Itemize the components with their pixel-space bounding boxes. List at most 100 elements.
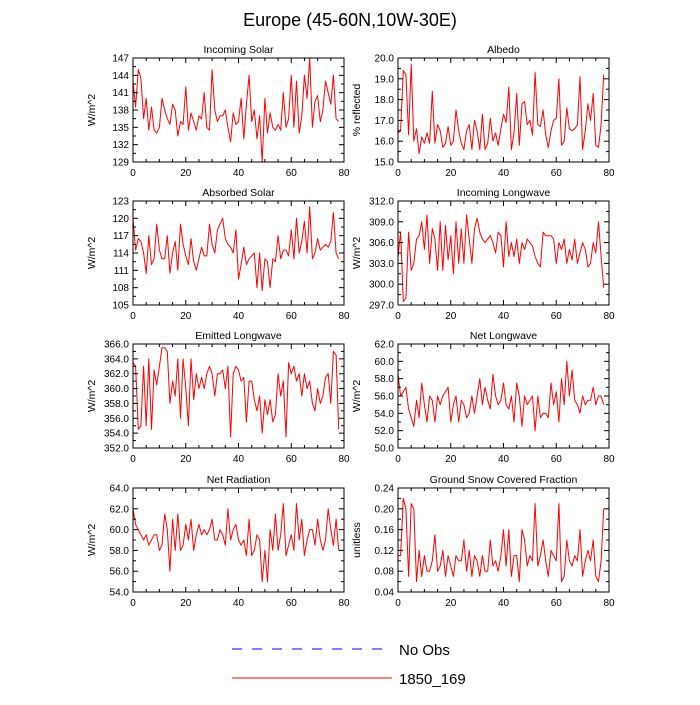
x-tick-label: 60 xyxy=(551,598,563,609)
x-tick-label: 80 xyxy=(338,311,350,322)
series-line-1850-169 xyxy=(397,360,605,432)
plot-frame xyxy=(397,57,610,163)
y-tick-label: 62.0 xyxy=(375,340,395,351)
y-tick-label: 56.0 xyxy=(110,567,130,578)
x-tick-label: 40 xyxy=(233,598,245,609)
y-tick-label: 58.0 xyxy=(375,374,395,385)
figure-title: Europe (45-60N,10W-30E) xyxy=(243,10,457,30)
y-tick-label: 58.0 xyxy=(110,546,130,557)
y-axis-label: W/m^2 xyxy=(86,524,98,557)
panel-incoming-solar: Incoming Solar 129 132 135 138 141 144 147 0 20 40… xyxy=(86,44,350,179)
y-axis-label: W/m^2 xyxy=(351,380,363,413)
x-tick-label: 0 xyxy=(395,598,401,609)
x-tick-label: 0 xyxy=(395,311,401,322)
panel-albedo: Albedo 15.0 16.0 17.0 18.0 19.0 20.0 0 20 40 60 80%… xyxy=(351,44,615,179)
y-tick-label: 15.0 xyxy=(375,158,395,169)
y-tick-label: 144 xyxy=(112,71,129,82)
y-tick-label: 50.0 xyxy=(375,444,395,455)
y-axis-label: W/m^2 xyxy=(86,380,98,413)
x-tick-label: 0 xyxy=(130,168,136,179)
plot-frame xyxy=(397,200,610,306)
y-tick-label: 300.0 xyxy=(369,280,394,291)
y-tick-label: 19.0 xyxy=(375,74,395,85)
y-tick-label: 105 xyxy=(112,301,129,312)
y-tick-label: 60.0 xyxy=(110,525,130,536)
plot-frame xyxy=(132,343,345,449)
y-tick-label: 17.0 xyxy=(375,116,395,127)
panel-net-radiation: Net Radiation 54.0 56.0 58.0 60.0 62.0 64.0 0 20… xyxy=(86,474,350,609)
x-tick-label: 40 xyxy=(498,454,510,465)
y-axis-label: W/m^2 xyxy=(86,237,98,270)
x-tick-label: 0 xyxy=(130,598,136,609)
y-tick-label: 0.04 xyxy=(375,588,395,599)
y-tick-label: 62.0 xyxy=(110,504,130,515)
x-tick-label: 80 xyxy=(603,598,615,609)
x-tick-label: 20 xyxy=(445,598,457,609)
legend-label-1850-169: 1850_169 xyxy=(399,671,466,688)
y-tick-label: 18.0 xyxy=(375,95,395,106)
y-tick-label: 135 xyxy=(112,123,129,134)
x-tick-label: 80 xyxy=(603,168,615,179)
y-axis-label: W/m^2 xyxy=(351,237,363,270)
y-tick-label: 306.0 xyxy=(369,238,394,249)
series-line-1850-169 xyxy=(132,206,340,292)
y-tick-label: 120 xyxy=(112,214,129,225)
x-tick-label: 20 xyxy=(180,454,192,465)
x-tick-label: 40 xyxy=(498,598,510,609)
y-tick-label: 309.0 xyxy=(369,217,394,228)
y-axis-label: W/m^2 xyxy=(86,94,98,127)
x-tick-label: 60 xyxy=(286,598,298,609)
y-tick-label: 108 xyxy=(112,283,129,294)
y-tick-label: 360.0 xyxy=(104,384,129,395)
x-tick-label: 0 xyxy=(130,454,136,465)
x-tick-label: 40 xyxy=(498,311,510,322)
series-line-1850-169 xyxy=(132,57,340,163)
y-tick-label: 60.0 xyxy=(375,357,395,368)
y-tick-label: 356.0 xyxy=(104,414,129,425)
panels: Incoming Solar 129 132 135 138 141 144 147 0 20 40… xyxy=(86,44,615,609)
y-tick-label: 20.0 xyxy=(375,54,395,65)
panel-incoming-longwave: Incoming Longwave 297.0 300.0 303.0 306.0 309… xyxy=(351,187,615,322)
y-tick-label: 138 xyxy=(112,106,129,117)
x-tick-label: 80 xyxy=(338,168,350,179)
y-tick-label: 297.0 xyxy=(369,301,394,312)
y-tick-label: 354.0 xyxy=(104,429,129,440)
panel-net-longwave: Net Longwave 50.0 52.0 54.0 56.0 58.0 60.0 62.0… xyxy=(351,330,615,465)
panel-title: Absorbed Solar xyxy=(202,187,275,199)
x-tick-label: 40 xyxy=(498,168,510,179)
x-tick-label: 20 xyxy=(180,311,192,322)
y-tick-label: 0.12 xyxy=(375,546,395,557)
y-tick-label: 123 xyxy=(112,197,129,208)
y-tick-label: 366.0 xyxy=(104,340,129,351)
y-tick-label: 364.0 xyxy=(104,354,129,365)
panel-title: Net Longwave xyxy=(470,330,537,342)
y-tick-label: 111 xyxy=(114,266,130,277)
x-tick-label: 40 xyxy=(233,311,245,322)
y-tick-label: 362.0 xyxy=(104,369,129,380)
x-tick-label: 80 xyxy=(338,454,350,465)
legend-label-no-obs: No Obs xyxy=(399,642,450,659)
y-tick-label: 56.0 xyxy=(375,392,395,403)
series-line-1850-169 xyxy=(132,347,340,438)
x-tick-label: 0 xyxy=(130,311,136,322)
y-tick-label: 303.0 xyxy=(369,259,394,270)
y-axis-label: % reflected xyxy=(351,84,363,137)
y-tick-label: 0.20 xyxy=(375,504,395,515)
x-tick-label: 80 xyxy=(603,454,615,465)
x-tick-label: 20 xyxy=(445,168,457,179)
panel-title: Albedo xyxy=(487,44,520,56)
x-tick-label: 60 xyxy=(286,311,298,322)
x-tick-label: 60 xyxy=(286,454,298,465)
x-tick-label: 0 xyxy=(395,454,401,465)
panel-title: Incoming Solar xyxy=(203,44,274,56)
y-tick-label: 117 xyxy=(113,231,129,242)
y-tick-label: 54.0 xyxy=(110,588,130,599)
panel-title: Net Radiation xyxy=(207,474,271,486)
panel-emitted-longwave: Emitted Longwave 352.0 354.0 356.0 358.0 360.… xyxy=(86,330,350,465)
y-tick-label: 0.16 xyxy=(375,525,395,536)
panel-title: Incoming Longwave xyxy=(457,187,551,199)
x-tick-label: 20 xyxy=(445,311,457,322)
x-tick-label: 60 xyxy=(551,168,563,179)
